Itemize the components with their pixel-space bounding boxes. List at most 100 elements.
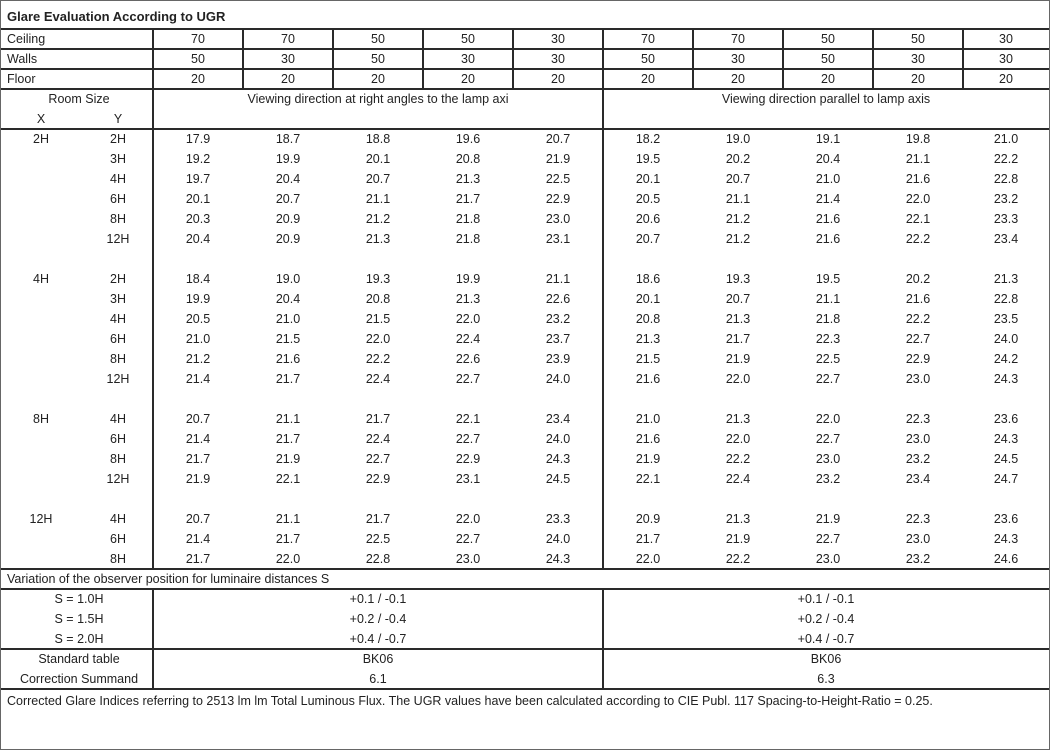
ugr-value: 21.3 [725,312,751,326]
divider [962,29,964,89]
ugr-value: 23.6 [993,412,1019,426]
ugr-value: 18.6 [635,272,661,286]
ugr-value: 21.2 [725,232,751,246]
ugr-value: 20.5 [185,312,211,326]
ugr-value: 24.0 [545,532,571,546]
ugr-value: 19.8 [905,132,931,146]
table-title: Glare Evaluation According to UGR [7,9,226,24]
ugr-value: 22.4 [365,372,391,386]
divider [1,128,1049,130]
room-y-value: 3H [110,292,126,306]
ugr-value: 20.1 [365,152,391,166]
ugr-value: 19.1 [815,132,841,146]
ugr-value: 21.3 [725,512,751,526]
ugr-value: 21.4 [815,192,841,206]
ugr-value: 22.5 [815,352,841,366]
ugr-value: 22.9 [905,352,931,366]
ugr-value: 19.3 [365,272,391,286]
variation-label: S = 1.0H [54,592,104,606]
footer-note: Corrected Glare Indices referring to 251… [7,694,933,708]
ugr-value: 20.7 [185,512,211,526]
ugr-value: 21.3 [455,172,481,186]
divider [1,588,1049,590]
ugr-value: 22.0 [365,332,391,346]
divider [1,28,1049,30]
ugr-value: 21.6 [635,432,661,446]
ugr-value: 21.7 [185,552,211,566]
ugr-value: 21.6 [815,212,841,226]
ugr-value: 22.1 [275,472,301,486]
ugr-value: 24.3 [993,372,1019,386]
ugr-value: 20.8 [455,152,481,166]
divider [1,688,1049,690]
reflectance-value: 20 [911,72,925,86]
ugr-value: 22.3 [815,332,841,346]
ugr-value: 22.7 [455,372,481,386]
ugr-value: 20.1 [185,192,211,206]
ugr-value: 22.7 [815,372,841,386]
ugr-value: 24.0 [545,432,571,446]
ugr-value: 22.7 [815,532,841,546]
ugr-value: 19.6 [455,132,481,146]
ugr-value: 20.9 [635,512,661,526]
ugr-value: 24.7 [993,472,1019,486]
ugr-value: 22.0 [275,552,301,566]
correction-summand-label: Correction Summand [19,672,139,686]
room-x-value: 8H [33,412,49,426]
ugr-value: 21.3 [725,412,751,426]
ugr-value: 22.2 [365,352,391,366]
ugr-value: 23.2 [905,452,931,466]
variation-right-angles: +0.1 / -0.1 [349,592,407,606]
ugr-value: 23.7 [545,332,571,346]
reflectance-value: 30 [461,52,475,66]
ugr-value: 23.2 [905,552,931,566]
ugr-value: 21.7 [275,432,301,446]
ugr-value: 21.5 [365,312,391,326]
ugr-value: 22.0 [635,552,661,566]
reflectance-value: 30 [999,32,1013,46]
ugr-value: 22.4 [365,432,391,446]
ugr-value: 20.4 [185,232,211,246]
ugr-value: 24.3 [993,532,1019,546]
correction-summand-parallel: 6.3 [817,672,835,686]
divider [602,29,604,569]
reflectance-value: 50 [191,52,205,66]
reflectance-value: 20 [281,72,295,86]
reflectance-value: 50 [641,52,655,66]
ugr-value: 20.1 [635,292,661,306]
ugr-value: 20.7 [725,292,751,306]
divider [332,29,334,89]
ugr-value: 21.6 [275,352,301,366]
ugr-value: 21.1 [905,152,931,166]
ugr-value: 21.7 [275,372,301,386]
ugr-value: 21.1 [275,412,301,426]
standard-table-right-angles: BK06 [362,652,394,666]
ugr-value: 21.8 [455,212,481,226]
ugr-value: 22.0 [455,512,481,526]
ugr-value: 20.7 [545,132,571,146]
ugr-value: 20.8 [365,292,391,306]
reflectance-value: 30 [999,52,1013,66]
divider [1,48,1049,50]
ugr-value: 22.4 [725,472,751,486]
divider [692,29,694,89]
ugr-value: 21.6 [905,172,931,186]
ugr-value: 22.0 [905,192,931,206]
ugr-value: 20.7 [365,172,391,186]
room-y-value: 8H [110,212,126,226]
ugr-value: 22.5 [545,172,571,186]
ugr-value: 19.9 [185,292,211,306]
ugr-value: 20.8 [635,312,661,326]
divider [242,29,244,89]
reflectance-value: 30 [281,52,295,66]
ugr-value: 24.3 [545,452,571,466]
ugr-value: 21.3 [455,292,481,306]
reflectance-value: 20 [999,72,1013,86]
ugr-value: 24.3 [545,552,571,566]
ugr-value: 20.6 [635,212,661,226]
ugr-value: 20.7 [275,192,301,206]
ugr-value: 22.1 [635,472,661,486]
ugr-value: 21.7 [635,532,661,546]
ugr-value: 21.9 [815,512,841,526]
ugr-value: 21.5 [275,332,301,346]
